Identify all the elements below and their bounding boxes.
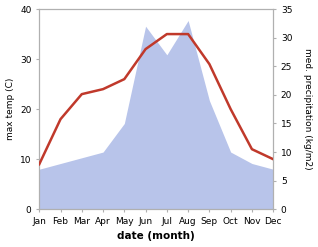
Y-axis label: max temp (C): max temp (C) — [5, 78, 15, 140]
Y-axis label: med. precipitation (kg/m2): med. precipitation (kg/m2) — [303, 48, 313, 170]
X-axis label: date (month): date (month) — [117, 231, 195, 242]
